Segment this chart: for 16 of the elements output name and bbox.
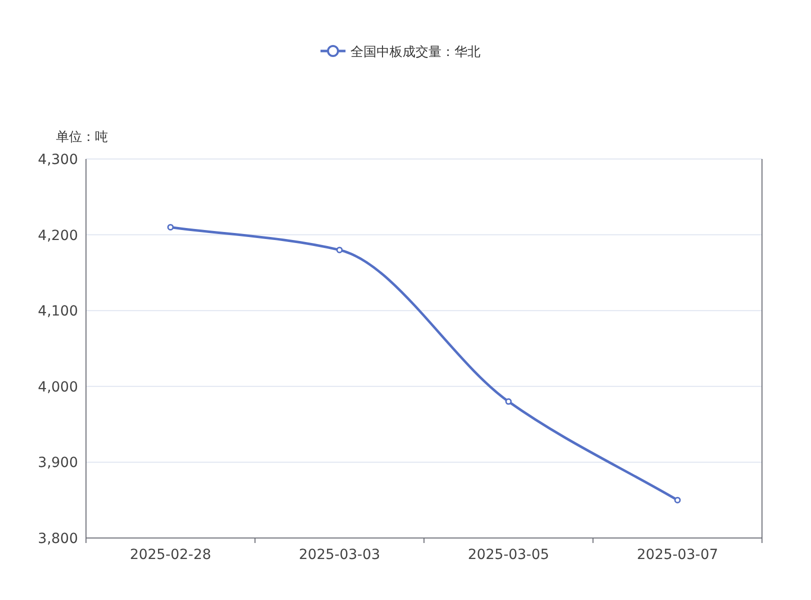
x-tick-label: 2025-03-05 (468, 547, 550, 563)
y-tick-label: 4,100 (38, 304, 78, 320)
point (674, 496, 681, 504)
y-tick-label: 3,800 (38, 531, 78, 547)
y-tick-label: 3,900 (38, 455, 78, 472)
y-tick-label: 4,300 (38, 152, 78, 168)
y-axis-title: 单位：吨 (56, 130, 108, 145)
x-tick-label: 2025-02-28 (130, 547, 212, 563)
x-tick-label: 2025-03-07 (636, 547, 718, 563)
y-tick-label: 4,000 (38, 379, 78, 396)
x-tick-label: 2025-03-03 (298, 547, 380, 563)
point (167, 224, 174, 230)
point (505, 398, 512, 405)
point (336, 246, 343, 254)
y-tick-label: 4,200 (38, 228, 78, 244)
legend-label: 全国中板成交量：华北 (350, 44, 480, 60)
